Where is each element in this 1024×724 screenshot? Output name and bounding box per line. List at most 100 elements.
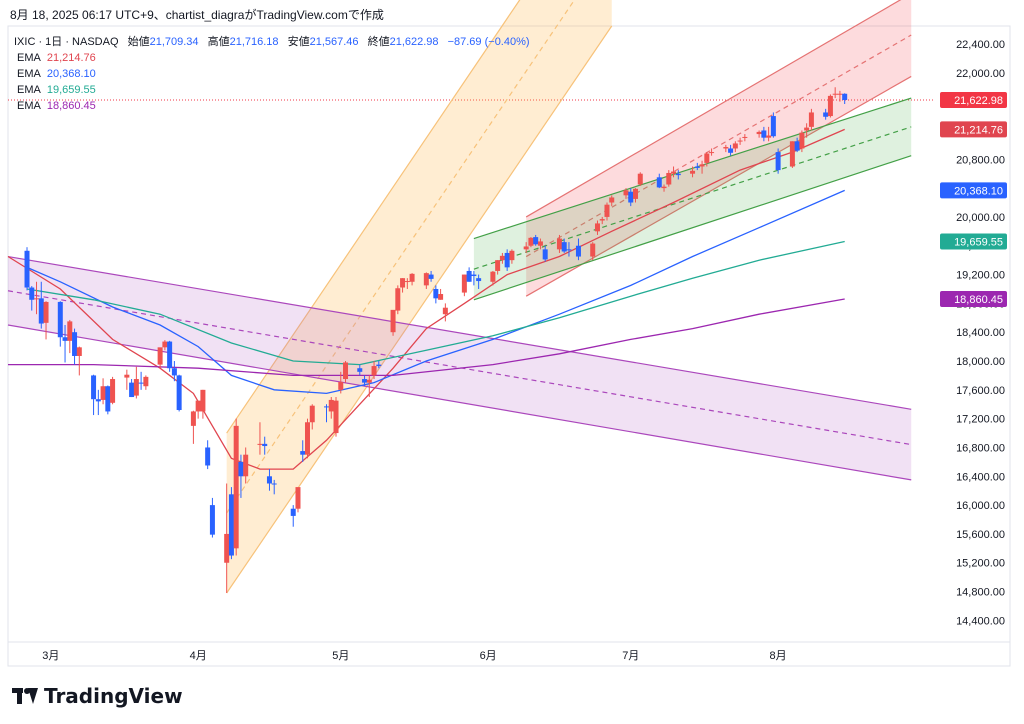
candle-body xyxy=(43,301,49,323)
candle xyxy=(789,141,795,168)
price-tick-label: 22,000.00 xyxy=(956,68,1005,80)
candle-body xyxy=(837,93,843,95)
candle xyxy=(523,242,529,253)
candle-body xyxy=(324,406,330,408)
candle xyxy=(157,347,163,369)
candle-body xyxy=(362,379,368,383)
candle-body xyxy=(761,130,767,138)
candle-body xyxy=(823,112,829,117)
candle xyxy=(556,234,562,253)
ema-4-value: 18,860.45 xyxy=(47,100,96,112)
candle xyxy=(100,378,106,405)
candle-body xyxy=(499,255,505,261)
price-tag: 21,622.98 xyxy=(940,91,1007,108)
candle xyxy=(737,137,743,145)
candle xyxy=(176,374,182,412)
candle-body xyxy=(699,164,705,167)
candle-body xyxy=(266,476,272,484)
candle-body xyxy=(400,278,406,288)
candle xyxy=(390,309,396,336)
candle xyxy=(775,148,781,174)
chart-caption: 8月 18, 2025 06:17 UTC+9、chartist_diagraが… xyxy=(10,8,384,22)
candle-body xyxy=(599,219,605,221)
candle-body xyxy=(67,321,73,341)
tradingview-logo[interactable]: TradingView xyxy=(12,684,183,708)
legend-symbol: IXIC · 1日 · NASDAQ xyxy=(14,36,119,48)
candle-body xyxy=(133,379,139,396)
candle-body xyxy=(24,250,30,288)
price-tag-text: 18,860.45 xyxy=(954,294,1003,306)
candle-body xyxy=(633,188,639,199)
candle xyxy=(832,87,838,99)
candle xyxy=(438,288,444,300)
legend-high-label: 高値 xyxy=(208,34,230,48)
time-tick-label: 4月 xyxy=(190,650,207,662)
candle xyxy=(471,270,477,286)
candle-body xyxy=(542,249,548,260)
time-tick-label: 5月 xyxy=(332,650,349,662)
candle-body xyxy=(138,382,144,384)
candle-body xyxy=(366,379,372,383)
channel-lower-line xyxy=(525,75,912,297)
candle xyxy=(295,487,301,513)
candle-body xyxy=(742,136,748,138)
time-tick-label: 7月 xyxy=(622,650,639,662)
legend-open: 21,709.34 xyxy=(150,36,199,48)
candle-body xyxy=(775,152,781,171)
candle xyxy=(609,195,615,207)
candle-body xyxy=(490,271,496,282)
price-tag-text: 21,622.98 xyxy=(954,95,1003,107)
candle-body xyxy=(167,341,173,369)
candle-body xyxy=(300,451,306,455)
candle-body xyxy=(62,337,68,341)
candle-body xyxy=(766,135,772,138)
candle xyxy=(376,361,382,369)
candle-body xyxy=(171,368,177,376)
time-axis: 3月 4月 5月 6月 7月 8月 xyxy=(42,650,786,662)
candle-body xyxy=(495,260,501,271)
channels xyxy=(7,0,912,594)
candle xyxy=(666,170,672,187)
candle xyxy=(671,166,677,178)
candle-body xyxy=(243,454,249,477)
candle xyxy=(371,361,377,380)
candle-body xyxy=(262,443,268,447)
candle-body xyxy=(704,153,710,163)
candle-body xyxy=(409,273,415,282)
candle-body xyxy=(129,382,135,398)
candle-body xyxy=(195,400,201,412)
price-tags: 21,622.98 21,214.76 20,368.10 19,659.55 18,8… xyxy=(940,91,1007,308)
candle xyxy=(257,422,263,455)
candle xyxy=(409,273,415,286)
candle xyxy=(110,376,116,405)
candle xyxy=(209,497,215,538)
candle xyxy=(238,454,244,498)
candle-body xyxy=(737,140,743,142)
candle-body xyxy=(476,278,482,282)
price-tag-box xyxy=(940,121,1007,138)
candle xyxy=(290,505,296,527)
candle xyxy=(228,487,234,560)
candles xyxy=(24,87,848,594)
candle xyxy=(823,108,829,120)
candle xyxy=(794,137,800,153)
price-tag-text: 20,368.10 xyxy=(954,185,1003,197)
candle xyxy=(190,410,196,444)
candle xyxy=(623,188,629,199)
candle-body xyxy=(637,173,643,185)
candle xyxy=(699,160,705,174)
price-tag-box xyxy=(940,233,1007,250)
candle xyxy=(575,238,581,261)
candle xyxy=(243,447,249,484)
candle xyxy=(561,238,567,253)
candle-body xyxy=(566,249,572,251)
candle xyxy=(599,216,605,225)
ema-line xyxy=(26,240,845,366)
candle xyxy=(808,108,814,131)
candle xyxy=(842,93,848,104)
candle-body xyxy=(656,177,662,188)
candle xyxy=(637,172,643,186)
price-tick-label: 15,200.00 xyxy=(956,558,1005,570)
price-tick-label: 16,400.00 xyxy=(956,471,1005,483)
